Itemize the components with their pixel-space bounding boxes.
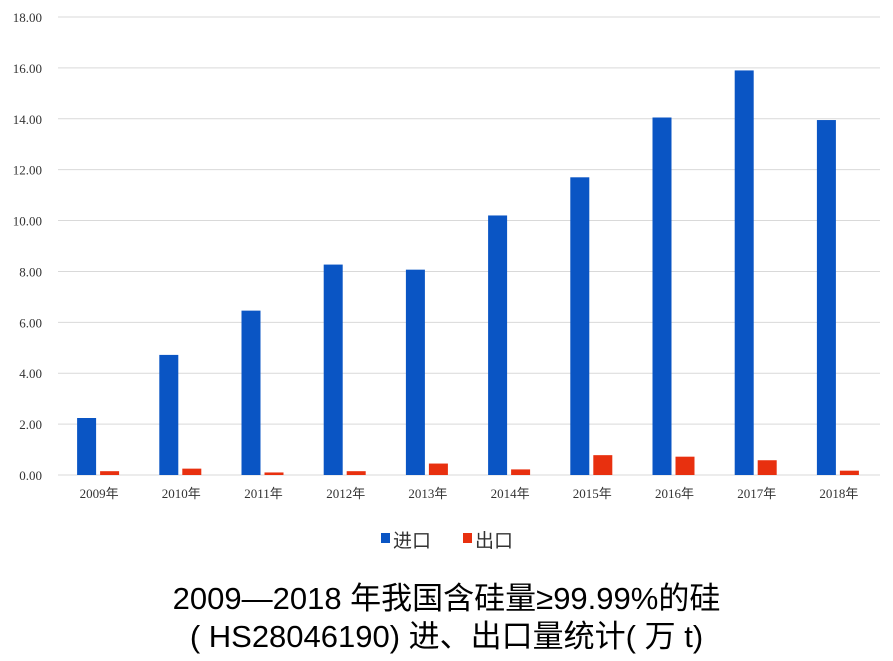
chart-title: 2009—2018 年我国含硅量≥99.99%的硅	[172, 581, 721, 616]
y-tick-label: 6.00	[19, 315, 42, 330]
y-tick-label: 18.00	[13, 10, 42, 25]
import-bar	[405, 269, 425, 475]
legend-swatch	[381, 533, 390, 543]
x-tick-label: 2017年	[737, 486, 776, 501]
import-bar	[241, 310, 261, 475]
y-tick-label: 16.00	[13, 61, 42, 76]
x-tick-label: 2013年	[408, 486, 447, 501]
import-bar	[734, 70, 754, 475]
legend-label: 进口	[393, 530, 431, 552]
import-bar	[488, 215, 508, 475]
x-tick-label: 2016年	[655, 486, 694, 501]
y-tick-label: 14.00	[13, 112, 42, 127]
export-bar	[593, 455, 613, 475]
export-bar	[675, 456, 695, 475]
x-tick-label: 2014年	[491, 486, 530, 501]
y-tick-label: 12.00	[13, 163, 42, 178]
export-bar	[757, 460, 777, 475]
y-tick-label: 4.00	[19, 366, 42, 381]
export-bar	[100, 471, 120, 475]
legend: 进口 出口	[381, 530, 513, 552]
export-bar	[839, 470, 859, 475]
y-axis: 0.00 2.00 4.00 6.00 8.00 10.00 12.00 14.00 16.00…	[13, 10, 42, 483]
y-tick-label: 2.00	[19, 417, 42, 432]
import-bar	[323, 264, 343, 475]
y-tick-label: 8.00	[19, 264, 42, 279]
gridlines	[58, 16, 880, 476]
import-bar	[570, 177, 590, 476]
import-bar	[652, 117, 672, 475]
x-tick-label: 2011年	[244, 486, 283, 501]
chart-subtitle: ( HS28046190) 进、出口量统计( 万 t)	[189, 619, 704, 654]
legend-label: 出口	[475, 530, 513, 552]
legend-swatch	[463, 533, 472, 543]
export-bar	[511, 469, 531, 475]
y-tick-label: 0.00	[19, 468, 42, 483]
x-tick-label: 2012年	[326, 486, 365, 501]
x-axis: 2009年 2010年 2011年 2012年 2013年 2014年 2015年 2016年…	[80, 486, 859, 501]
x-tick-label: 2010年	[162, 486, 201, 501]
import-bar	[159, 354, 179, 475]
y-tick-label: 10.00	[13, 214, 42, 229]
x-tick-label: 2009年	[80, 486, 119, 501]
x-tick-label: 2015年	[573, 486, 612, 501]
export-bar	[428, 463, 448, 475]
bars	[77, 70, 859, 476]
export-bar	[264, 472, 284, 475]
import-bar	[77, 418, 97, 475]
export-bar	[346, 471, 366, 475]
import-bar	[816, 120, 836, 476]
x-tick-label: 2018年	[819, 486, 858, 501]
export-bar	[182, 468, 202, 475]
